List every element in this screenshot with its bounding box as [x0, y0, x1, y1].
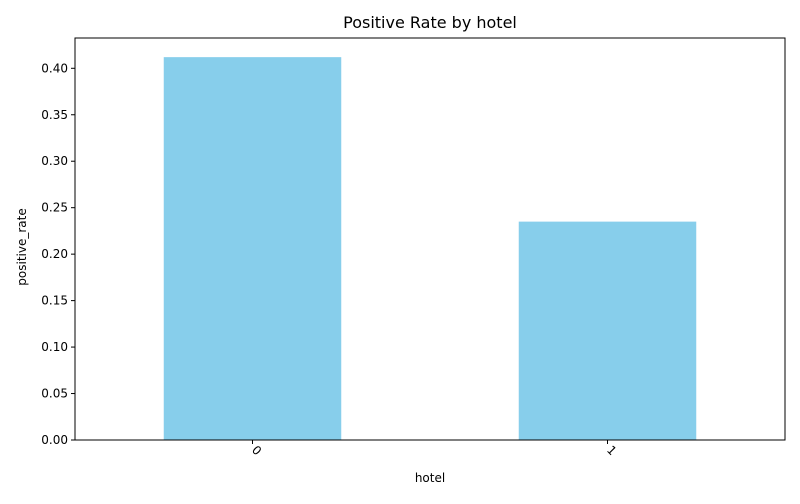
- bars-layer: [163, 57, 697, 441]
- x-axis-label: hotel: [415, 471, 445, 485]
- y-axis-ticks: 0.00 0.05 0.10 0.15 0.20 0.25 0.30 0.35 0.40: [41, 61, 75, 447]
- x-tick-label: 1: [604, 443, 619, 458]
- y-tick-label: 0.40: [41, 61, 68, 75]
- y-tick-label: 0.15: [41, 294, 68, 308]
- y-tick-label: 0.30: [41, 154, 68, 168]
- y-tick-label: 0.25: [41, 201, 68, 215]
- y-tick-label: 0.10: [41, 340, 68, 354]
- plot-area-frame: [74, 37, 786, 441]
- y-tick-label: 0.05: [41, 387, 68, 401]
- x-tick-label: 0: [249, 443, 264, 458]
- chart-title: Positive Rate by hotel: [343, 13, 517, 32]
- bar-1: [518, 221, 697, 440]
- y-tick-label: 0.20: [41, 247, 68, 261]
- y-tick-label: 0.00: [41, 433, 68, 447]
- y-tick-label: 0.35: [41, 108, 68, 122]
- y-axis-label: positive_rate: [15, 208, 29, 285]
- bar-0: [163, 57, 342, 441]
